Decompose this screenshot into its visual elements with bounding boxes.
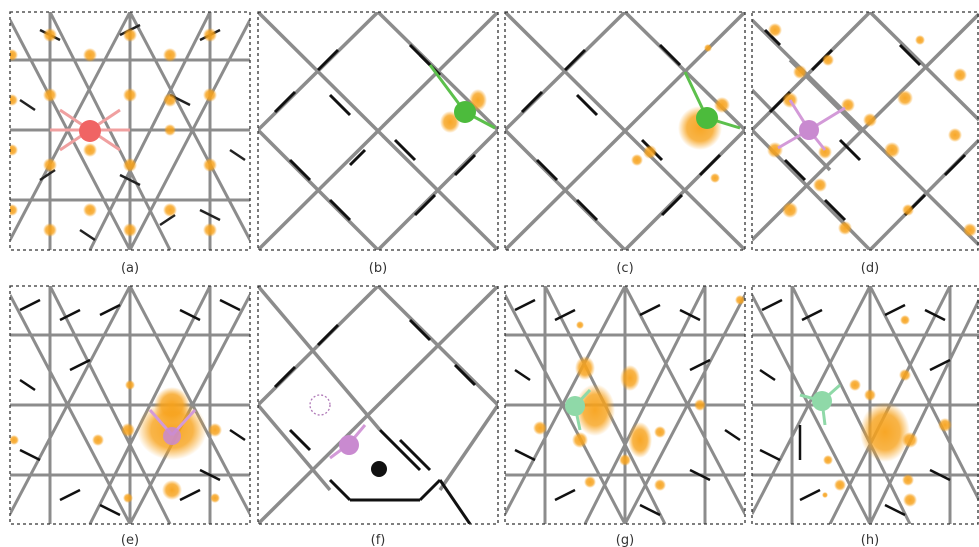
central-atom-b: [428, 64, 496, 130]
label-f: (f): [371, 533, 386, 547]
density-blobs-a: [10, 28, 217, 237]
frame-h: [751, 285, 979, 525]
central-atom-e: [148, 408, 197, 445]
label-a: (a): [121, 261, 139, 276]
panel-h: [752, 286, 979, 524]
density-blobs-d: [767, 23, 977, 237]
interstitial-atom: [371, 461, 387, 477]
central-atom-h: [799, 383, 841, 426]
panel-b: [258, 12, 498, 250]
frame-d: [751, 11, 979, 251]
bonds-e: [19, 298, 246, 517]
label-g: (g): [616, 533, 634, 547]
lattice-g: [505, 286, 745, 524]
panel-c: [505, 12, 745, 250]
panel-a: [10, 12, 250, 250]
vacancy-marker: [309, 394, 331, 416]
bonds-f: [273, 318, 477, 524]
label-h: (h): [861, 533, 879, 547]
label-b: (b): [369, 261, 387, 276]
lattice-h: [752, 286, 979, 524]
lattice-e: [10, 286, 250, 524]
panel-f: [258, 286, 498, 524]
frame-f: [257, 285, 499, 525]
panel-e: [10, 286, 250, 524]
central-atom-a: [50, 108, 130, 152]
lattice-b: [258, 12, 498, 250]
frame-a: [9, 11, 251, 251]
panel-d: [752, 12, 979, 250]
label-c: (c): [616, 261, 633, 276]
frame-b: [257, 11, 499, 251]
density-blobs-h: [822, 315, 952, 507]
central-atom-c: [683, 71, 741, 130]
central-atom-g: [565, 388, 592, 431]
label-e: (e): [121, 533, 139, 547]
panel-g: [505, 286, 745, 524]
frame-c: [504, 11, 746, 251]
label-d: (d): [861, 261, 879, 276]
frame-e: [9, 285, 251, 525]
lattice-f: [258, 286, 498, 524]
frame-g: [504, 285, 746, 525]
bonds-h: [759, 298, 951, 517]
bonds-g: [514, 298, 741, 517]
central-atom-d: [777, 99, 846, 151]
central-atom-f: [329, 424, 367, 460]
